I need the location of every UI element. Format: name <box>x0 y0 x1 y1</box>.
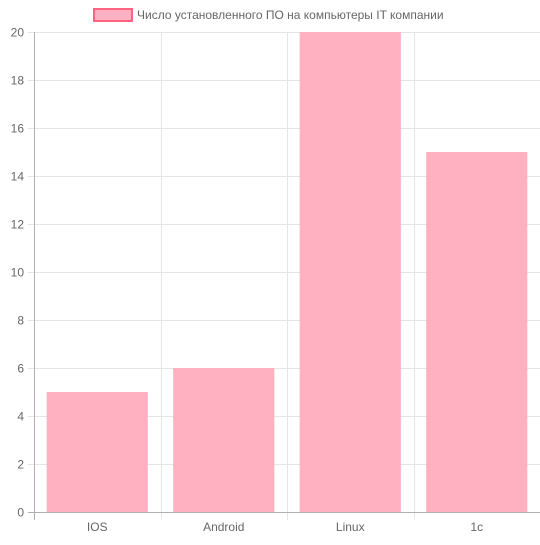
x-tick-label: IOS <box>87 520 108 534</box>
y-tick-label: 4 <box>17 410 24 424</box>
tick-labels: 0 2 4 6 8 10 12 14 16 18 20 IOS Android Linux 1c <box>11 26 483 535</box>
y-tick-label: 14 <box>11 170 25 184</box>
y-tick-label: 20 <box>11 26 25 40</box>
grid-lines <box>28 32 540 520</box>
y-tick-label: 16 <box>11 122 25 136</box>
y-tick-label: 10 <box>11 266 25 280</box>
x-tick-label: Linux <box>336 520 365 534</box>
y-tick-label: 18 <box>11 74 25 88</box>
bar-linux[interactable] <box>299 32 401 512</box>
bar-ios[interactable] <box>46 392 148 512</box>
y-tick-label: 0 <box>17 506 24 520</box>
bar-android[interactable] <box>173 368 275 512</box>
y-tick-label: 2 <box>17 458 24 472</box>
y-tick-label: 12 <box>11 218 25 232</box>
legend-label: Число установленного ПО на компьютеры IT… <box>137 8 444 22</box>
axes <box>28 32 540 520</box>
x-tick-label: 1c <box>470 520 483 534</box>
y-tick-label: 8 <box>17 314 24 328</box>
bar-1c[interactable] <box>426 152 528 512</box>
x-tick-label: Android <box>203 520 244 534</box>
bars <box>46 32 528 512</box>
legend[interactable]: Число установленного ПО на компьютеры IT… <box>93 8 444 22</box>
y-tick-label: 6 <box>17 362 24 376</box>
legend-swatch[interactable] <box>93 8 133 22</box>
